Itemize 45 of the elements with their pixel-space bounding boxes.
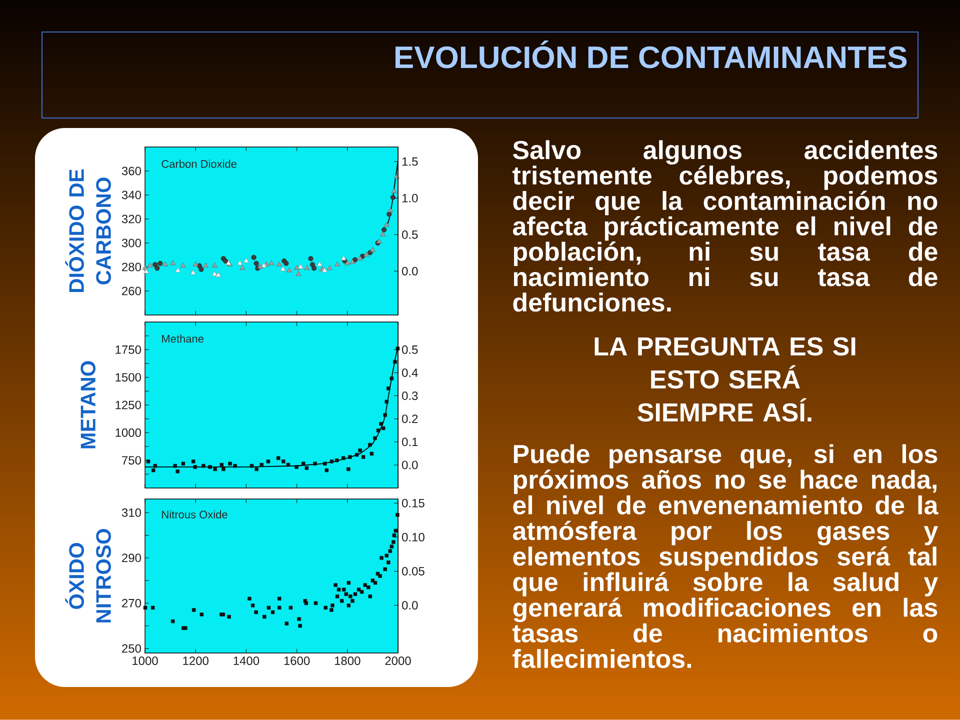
y-tick-label: 260 (122, 286, 141, 296)
text: Salvo algunos accidentes tristemente célebres, podemos decir que la contaminación no afecta prácticamente el nivel de población, ni su tasa de nacimiento ni su tasa de defunciones. (512, 140, 938, 312)
y2-tick-label: 0.5 (402, 345, 418, 354)
y2-tick-label: 0.0 (402, 601, 418, 610)
y2-tick-label: 0.4 (402, 368, 418, 377)
text: Carbon Dioxide (162, 160, 236, 168)
y2-tick-label: 0.0 (402, 266, 418, 276)
text: Nitrous Oxide (162, 510, 228, 518)
y2-tick-label: 1.5 (402, 157, 418, 166)
x-tick-label: 1000 (132, 656, 158, 666)
y-tick-label: 270 (122, 598, 141, 608)
y2-tick-label: 0.2 (402, 414, 418, 424)
y-tick-label: 290 (122, 554, 141, 562)
x-tick-label: 2000 (385, 656, 411, 666)
y2-tick-label: 1.0 (402, 194, 418, 202)
text: Methane (162, 334, 204, 343)
text: Puede pensarse que, si en los próximos años no se hace nada, el nivel de envenenamiento de la atmósfera por los gases y elementos suspendidos será tal que influirá sobre la salud y generará modificaciones en las tasas de nacimientos o fallecimientos. (512, 444, 938, 668)
text: EVOLUCIÓN DE CONTAMINANTES (396, 40, 907, 68)
text: LA PREGUNTA ES SI ESTO SERÁ SIEMPRE ASÍ. (594, 337, 856, 422)
y-tick-label: 300 (122, 238, 141, 248)
y-tick-label: 250 (122, 644, 141, 653)
y-tick-label: 1250 (116, 400, 141, 410)
y-tick-label: 1750 (116, 345, 141, 354)
y2-tick-label: 0.1 (402, 438, 418, 446)
y-tick-label: 320 (122, 214, 141, 224)
y2-tick-label: 0.05 (402, 566, 424, 576)
y-axis-title: ÓXIDO NITROSO (65, 529, 111, 622)
y-tick-label: 310 (122, 508, 141, 517)
y-axis-title: DIÓXIDO DE CARBONO (65, 169, 111, 292)
y-tick-label: 340 (122, 190, 141, 200)
y2-tick-label: 0.10 (402, 532, 424, 542)
y2-tick-label: 0.15 (402, 498, 424, 508)
y-tick-label: 1000 (116, 428, 141, 437)
x-tick-label: 1600 (284, 656, 310, 666)
y-tick-label: 750 (122, 456, 142, 465)
y2-tick-label: 0.5 (402, 230, 418, 239)
y2-tick-label: 0.0 (402, 460, 418, 470)
x-tick-label: 1800 (334, 656, 360, 666)
y-axis-title: METANO (80, 361, 96, 448)
y-tick-label: 280 (122, 262, 141, 272)
y-tick-label: 1500 (116, 373, 141, 382)
x-tick-label: 1200 (183, 656, 208, 666)
y-tick-label: 360 (122, 166, 141, 176)
x-tick-label: 1400 (234, 656, 260, 666)
y2-tick-label: 0.3 (402, 392, 418, 400)
